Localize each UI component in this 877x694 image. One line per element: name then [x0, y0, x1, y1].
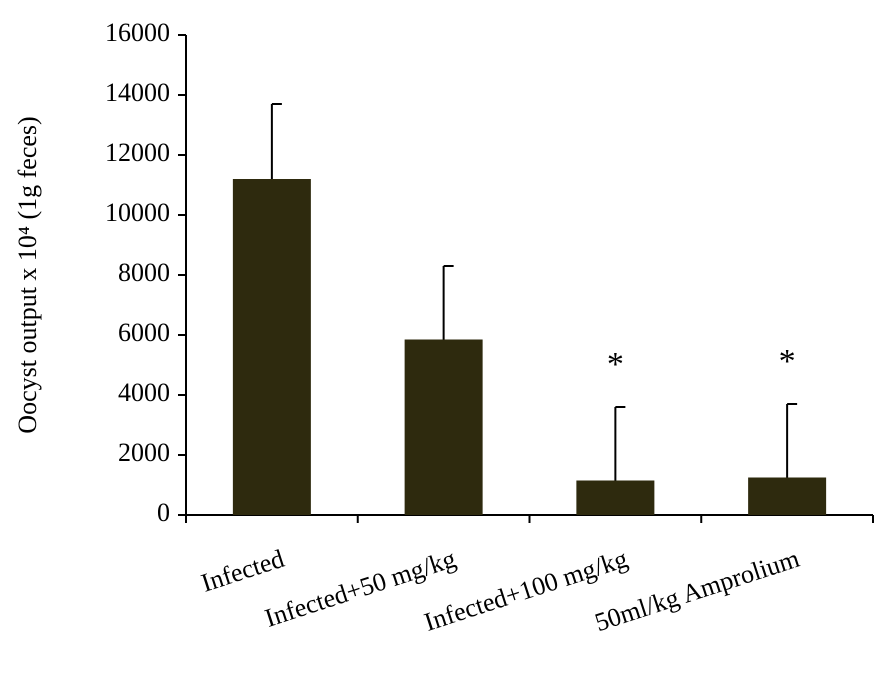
y-tick-label: 2000	[118, 438, 170, 467]
y-tick-label: 6000	[118, 318, 170, 347]
y-tick-label: 10000	[105, 198, 170, 227]
bar	[404, 339, 483, 515]
y-tick-label: 0	[157, 498, 170, 527]
bar	[748, 477, 827, 515]
y-tick-label: 8000	[118, 258, 170, 287]
y-tick-label: 12000	[105, 138, 170, 167]
significance-mark: *	[779, 343, 796, 380]
y-tick-label: 16000	[105, 18, 170, 47]
significance-mark: *	[607, 346, 624, 383]
y-tick-label: 14000	[105, 78, 170, 107]
y-axis-label: Oocyst output x 10⁴ (1g feces)	[13, 116, 42, 433]
bar	[232, 179, 311, 515]
y-tick-label: 4000	[118, 378, 170, 407]
x-tick-label: Infected	[198, 544, 288, 598]
bar	[576, 480, 655, 515]
